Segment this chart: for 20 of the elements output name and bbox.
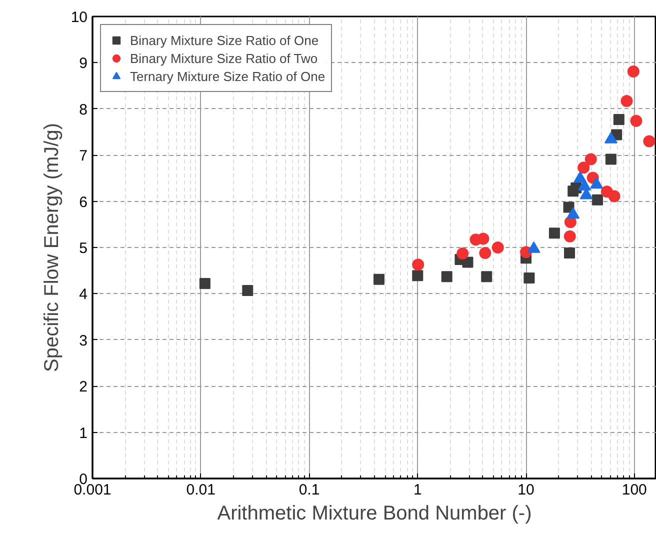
y-tick-label: 9 bbox=[79, 55, 88, 72]
legend-label: Binary Mixture Size Ratio of Two bbox=[130, 50, 318, 67]
legend-label: Ternary Mixture Size Ratio of One bbox=[130, 68, 326, 85]
y-tick-label: 4 bbox=[79, 286, 88, 304]
x-tick-label: 1 bbox=[413, 482, 422, 498]
x-tick-label: 0.01 bbox=[186, 482, 216, 498]
y-tick-label: 3 bbox=[79, 332, 88, 350]
y-tick-label: 10 bbox=[70, 9, 88, 26]
y-tick-label: 1 bbox=[79, 424, 88, 442]
legend-label: Binary Mixture Size Ratio of One bbox=[130, 32, 319, 49]
x-tick-label: 100 bbox=[622, 482, 647, 498]
x-tick-label: 10 bbox=[518, 482, 534, 498]
y-axis-title: Specific Flow Energy (mJ/g) bbox=[40, 123, 63, 372]
x-axis-title: Arithmetic Mixture Bond Number (-) bbox=[217, 502, 532, 524]
y-tick-label: 7 bbox=[79, 148, 88, 165]
y-tick-label: 2 bbox=[79, 378, 88, 396]
y-tick-label: 8 bbox=[79, 101, 88, 118]
y-tick-label: 5 bbox=[79, 240, 88, 257]
x-tick-label: 0.1 bbox=[298, 482, 320, 498]
y-tick-label: 6 bbox=[79, 194, 88, 211]
